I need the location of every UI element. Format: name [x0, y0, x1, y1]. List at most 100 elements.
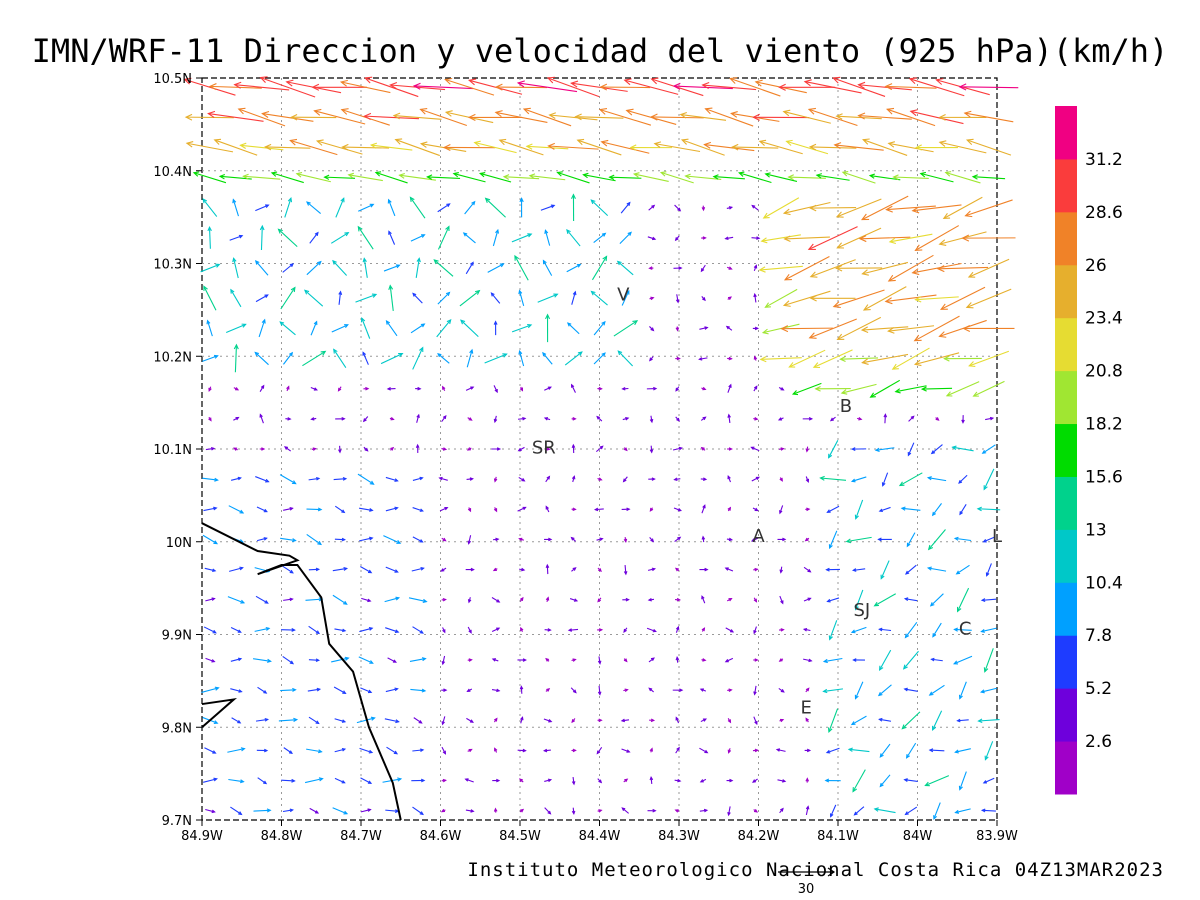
wind-vector — [860, 326, 909, 333]
wind-vector — [674, 567, 680, 572]
wind-vector — [647, 597, 655, 602]
wind-vector — [929, 593, 944, 607]
wind-vector — [205, 808, 216, 814]
wind-vector — [758, 265, 803, 273]
wind-vector — [835, 198, 882, 218]
wind-vector — [385, 566, 399, 573]
wind-vector — [887, 254, 934, 282]
wind-vector — [904, 806, 918, 816]
x-tick-label: 84W — [903, 829, 933, 844]
wind-vector — [779, 505, 784, 515]
wind-vector — [621, 386, 629, 391]
wind-vector — [982, 536, 995, 543]
wind-vector — [514, 254, 529, 281]
wind-vector — [675, 356, 681, 361]
wind-vector — [675, 625, 680, 633]
wind-vector — [230, 627, 242, 633]
wind-vector — [956, 587, 970, 613]
wind-vector — [207, 110, 264, 122]
wind-vector — [192, 171, 227, 184]
wind-vector — [484, 197, 506, 218]
wind-vector — [261, 110, 314, 122]
wind-vector — [927, 529, 946, 551]
wind-vector — [256, 506, 268, 513]
wind-vector — [258, 318, 266, 338]
wind-vector — [829, 804, 837, 818]
wind-vector — [869, 379, 901, 398]
wind-vector — [412, 292, 423, 304]
colorbar: 2.6 5.2 7.8 10.4 13 15.6 18.2 20.8 23.4 26 28.6 31.… — [1055, 106, 1123, 795]
wind-vector — [653, 141, 701, 153]
wind-vector — [184, 113, 234, 121]
wind-vector — [963, 110, 1014, 123]
wind-vector — [255, 717, 270, 722]
wind-vector — [364, 76, 419, 98]
wind-vector — [441, 447, 448, 451]
wind-vector — [359, 747, 374, 754]
wind-vector — [680, 138, 725, 156]
wind-vector — [649, 326, 655, 332]
wind-vector — [684, 173, 722, 180]
wind-vector — [623, 78, 679, 95]
wind-vector — [494, 747, 498, 753]
wind-vector — [571, 658, 577, 662]
colorbar-swatch — [1055, 529, 1077, 583]
wind-vector — [805, 717, 809, 723]
wind-vector — [386, 746, 399, 755]
y-tick-label: 9.8N — [162, 721, 192, 736]
wind-vector — [623, 658, 628, 663]
wind-vector — [903, 778, 918, 782]
wind-vector — [979, 687, 998, 694]
wind-vector — [622, 417, 630, 421]
wind-vector — [727, 413, 731, 423]
colorbar-swatch — [1055, 423, 1077, 477]
colorbar-swatch — [1055, 635, 1077, 689]
wind-vector — [388, 284, 394, 312]
wind-vector — [331, 656, 350, 663]
wind-vector — [571, 748, 577, 753]
wind-vector — [699, 747, 709, 754]
wind-vector — [783, 256, 830, 281]
wind-vector — [493, 717, 498, 723]
wind-vector — [255, 294, 269, 303]
wind-vector — [545, 688, 551, 692]
wind-vector — [700, 477, 708, 481]
x-tick-label: 84.5W — [499, 829, 541, 844]
wind-vector — [928, 748, 945, 753]
wind-vector — [490, 292, 501, 304]
wind-vector — [729, 77, 781, 97]
wind-vector — [808, 318, 857, 339]
wind-vector — [518, 349, 525, 367]
wind-vector — [281, 628, 296, 632]
wind-vector — [983, 648, 994, 673]
wind-vector — [787, 174, 826, 181]
wind-vector — [466, 348, 474, 368]
wind-vector — [920, 386, 953, 392]
wind-vector — [255, 476, 270, 483]
wind-vector — [498, 138, 544, 156]
wind-vector — [280, 537, 297, 543]
wind-vector — [205, 446, 216, 451]
wind-vector — [779, 595, 784, 605]
wind-vector — [412, 806, 424, 816]
place-label: SR — [532, 438, 556, 459]
wind-vector — [954, 808, 971, 814]
wind-vector — [600, 139, 650, 154]
wind-vector — [909, 109, 964, 125]
wind-vector — [913, 352, 960, 367]
wind-vector — [363, 112, 420, 120]
wind-vector — [232, 198, 240, 217]
wind-vector — [777, 779, 787, 783]
wind-vector — [911, 262, 962, 276]
wind-vector — [847, 747, 870, 753]
wind-vector — [494, 83, 548, 91]
wind-vector — [206, 319, 213, 337]
wind-vector — [412, 346, 424, 370]
wind-vector — [464, 778, 474, 783]
wind-vector — [566, 322, 580, 335]
wind-vector — [862, 138, 908, 156]
wind-vector — [542, 748, 551, 753]
wind-vector — [699, 688, 707, 692]
wind-vector — [873, 807, 896, 814]
wind-vector — [738, 171, 772, 184]
